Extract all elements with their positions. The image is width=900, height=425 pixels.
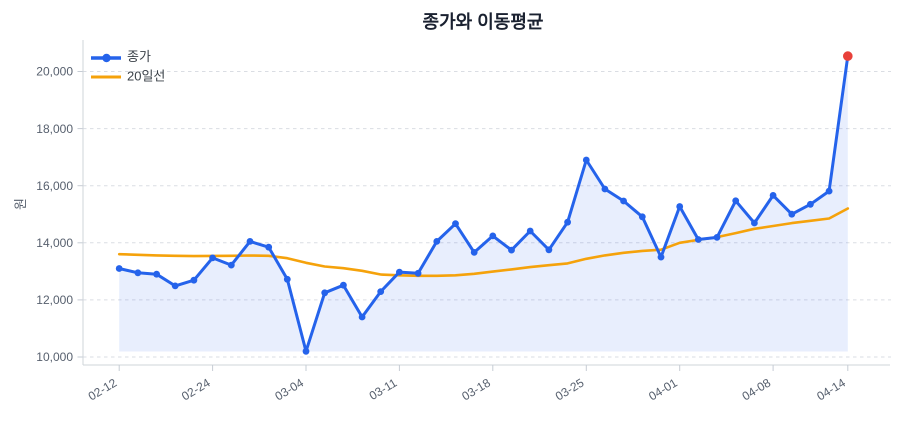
- svg-text:20일선: 20일선: [127, 69, 165, 84]
- svg-text:16,000: 16,000: [36, 179, 73, 193]
- svg-text:종가와 이동평균: 종가와 이동평균: [423, 12, 544, 32]
- svg-text:18,000: 18,000: [36, 122, 73, 136]
- svg-text:12,000: 12,000: [36, 293, 73, 307]
- svg-text:14,000: 14,000: [36, 236, 73, 250]
- svg-text:10,000: 10,000: [36, 350, 73, 364]
- svg-text:종가: 종가: [127, 49, 151, 64]
- svg-text:20,000: 20,000: [36, 65, 73, 79]
- svg-text:원: 원: [13, 198, 28, 210]
